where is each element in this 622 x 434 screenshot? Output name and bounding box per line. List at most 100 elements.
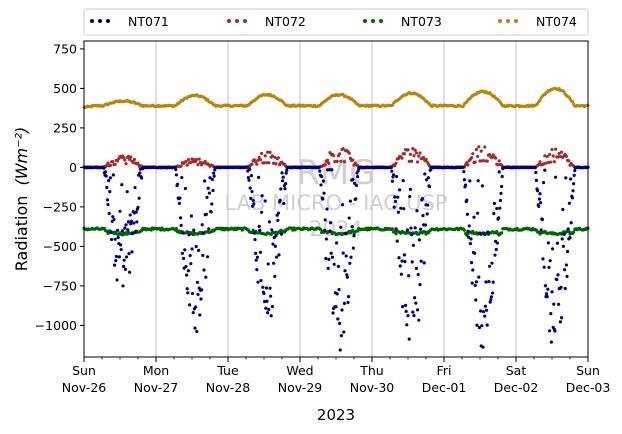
series-point-nt071: [410, 233, 414, 237]
series-point-nt071: [273, 274, 277, 278]
series-point-nt074: [461, 104, 465, 109]
series-point-nt071: [113, 263, 117, 267]
x-axis-label: 2023: [317, 406, 355, 424]
series-point-nt072: [124, 162, 128, 166]
series-point-nt071: [483, 314, 487, 318]
series-point-nt071: [108, 176, 112, 180]
series-point-nt071: [480, 324, 484, 328]
series-point-nt072: [558, 155, 563, 159]
series-point-nt071: [401, 304, 405, 309]
series-point-nt071: [279, 187, 283, 191]
series-point-nt071: [473, 283, 477, 288]
series-point-nt071: [121, 284, 125, 288]
series-point-nt071: [322, 191, 326, 195]
series-point-nt071: [465, 212, 469, 216]
series-point-nt072: [494, 156, 498, 160]
series-point-nt072: [537, 162, 541, 167]
series-point-nt071: [423, 172, 427, 176]
series-point-nt072: [347, 151, 351, 155]
series-point-nt071: [537, 197, 542, 201]
series-point-nt071: [281, 179, 285, 183]
series-point-nt073: [356, 229, 360, 233]
legend-marker: [371, 19, 375, 23]
series-point-nt071: [269, 314, 273, 318]
series-point-nt072: [342, 160, 346, 164]
x-tick-label-date: Dec-02: [494, 380, 539, 395]
series-point-nt071: [344, 231, 348, 235]
series-point-nt071: [353, 181, 357, 185]
series-point-nt071: [184, 264, 188, 269]
series-point-nt071: [538, 192, 542, 196]
series-point-nt071: [342, 330, 346, 334]
series-point-nt072: [198, 160, 202, 165]
series-point-nt072: [482, 159, 486, 163]
series-point-nt071: [133, 185, 137, 190]
series-point-nt071: [410, 260, 414, 264]
series-point-nt071: [268, 286, 272, 290]
series-point-nt071: [254, 258, 258, 262]
series-point-nt071: [467, 224, 471, 228]
series-point-nt071: [174, 173, 178, 177]
legend-label: NT071: [128, 14, 169, 29]
series-point-nt071: [491, 291, 495, 295]
series-point-nt071: [536, 189, 540, 193]
series-point-nt072: [126, 154, 130, 158]
series-point-nt071: [126, 228, 130, 232]
series-point-nt071: [417, 238, 421, 242]
series-point-nt071: [262, 291, 266, 296]
series-point-nt072: [557, 151, 561, 156]
series-point-nt071: [106, 202, 110, 207]
series-point-nt071: [252, 202, 256, 206]
series-point-nt072: [179, 164, 183, 168]
series-point-nt071: [549, 340, 554, 344]
series-point-nt071: [420, 196, 424, 201]
series-point-nt071: [341, 203, 345, 207]
series-point-nt071: [200, 288, 204, 292]
y-tick-label: −1000: [35, 318, 77, 333]
series-point-nt071: [248, 186, 252, 190]
series-point-nt072: [476, 154, 480, 158]
series-point-nt071: [127, 252, 131, 256]
series-point-nt071: [324, 237, 328, 241]
series-point-nt072: [276, 156, 280, 160]
series-point-nt071: [345, 273, 349, 277]
x-tick-label-day: Fri: [437, 363, 452, 378]
series-point-nt071: [560, 237, 564, 241]
series-point-nt071: [411, 310, 415, 314]
series-point-nt071: [543, 168, 547, 172]
series-point-nt073: [318, 227, 322, 231]
series-point-nt071: [272, 261, 276, 265]
x-tick-label-date: Dec-03: [566, 380, 611, 395]
series-point-nt071: [552, 302, 556, 306]
grid: [155, 41, 517, 357]
y-tick-label: −250: [43, 199, 77, 214]
series-point-nt071: [109, 230, 113, 235]
series-point-nt072: [136, 161, 140, 165]
series-point-nt071: [540, 217, 545, 222]
series-point-nt071: [490, 261, 494, 265]
series-point-nt071: [187, 233, 191, 237]
series-point-nt071: [539, 201, 543, 205]
series-point-nt071: [497, 170, 501, 174]
series-point-nt071: [462, 178, 466, 182]
series-point-nt071: [102, 166, 106, 170]
legend-items: NT071 NT072 NT073 NT074: [90, 14, 577, 29]
series-point-nt071: [348, 261, 352, 265]
series-point-nt072: [272, 161, 276, 165]
series-point-nt072: [543, 154, 547, 158]
series-point-nt071: [421, 213, 425, 218]
series-point-nt071: [473, 251, 477, 255]
series-point-nt071: [270, 228, 274, 232]
series-point-nt071: [487, 280, 491, 284]
series-point-nt071: [194, 305, 198, 309]
series-point-nt071: [254, 251, 258, 255]
series-point-nt071: [564, 263, 569, 267]
series-point-nt072: [408, 152, 412, 156]
series-point-nt071: [478, 231, 482, 236]
series-point-nt071: [469, 237, 473, 241]
series-point-nt072: [414, 151, 418, 155]
series-point-nt071: [500, 184, 504, 189]
series-point-nt071: [482, 232, 486, 236]
series-point-nt071: [321, 197, 325, 201]
